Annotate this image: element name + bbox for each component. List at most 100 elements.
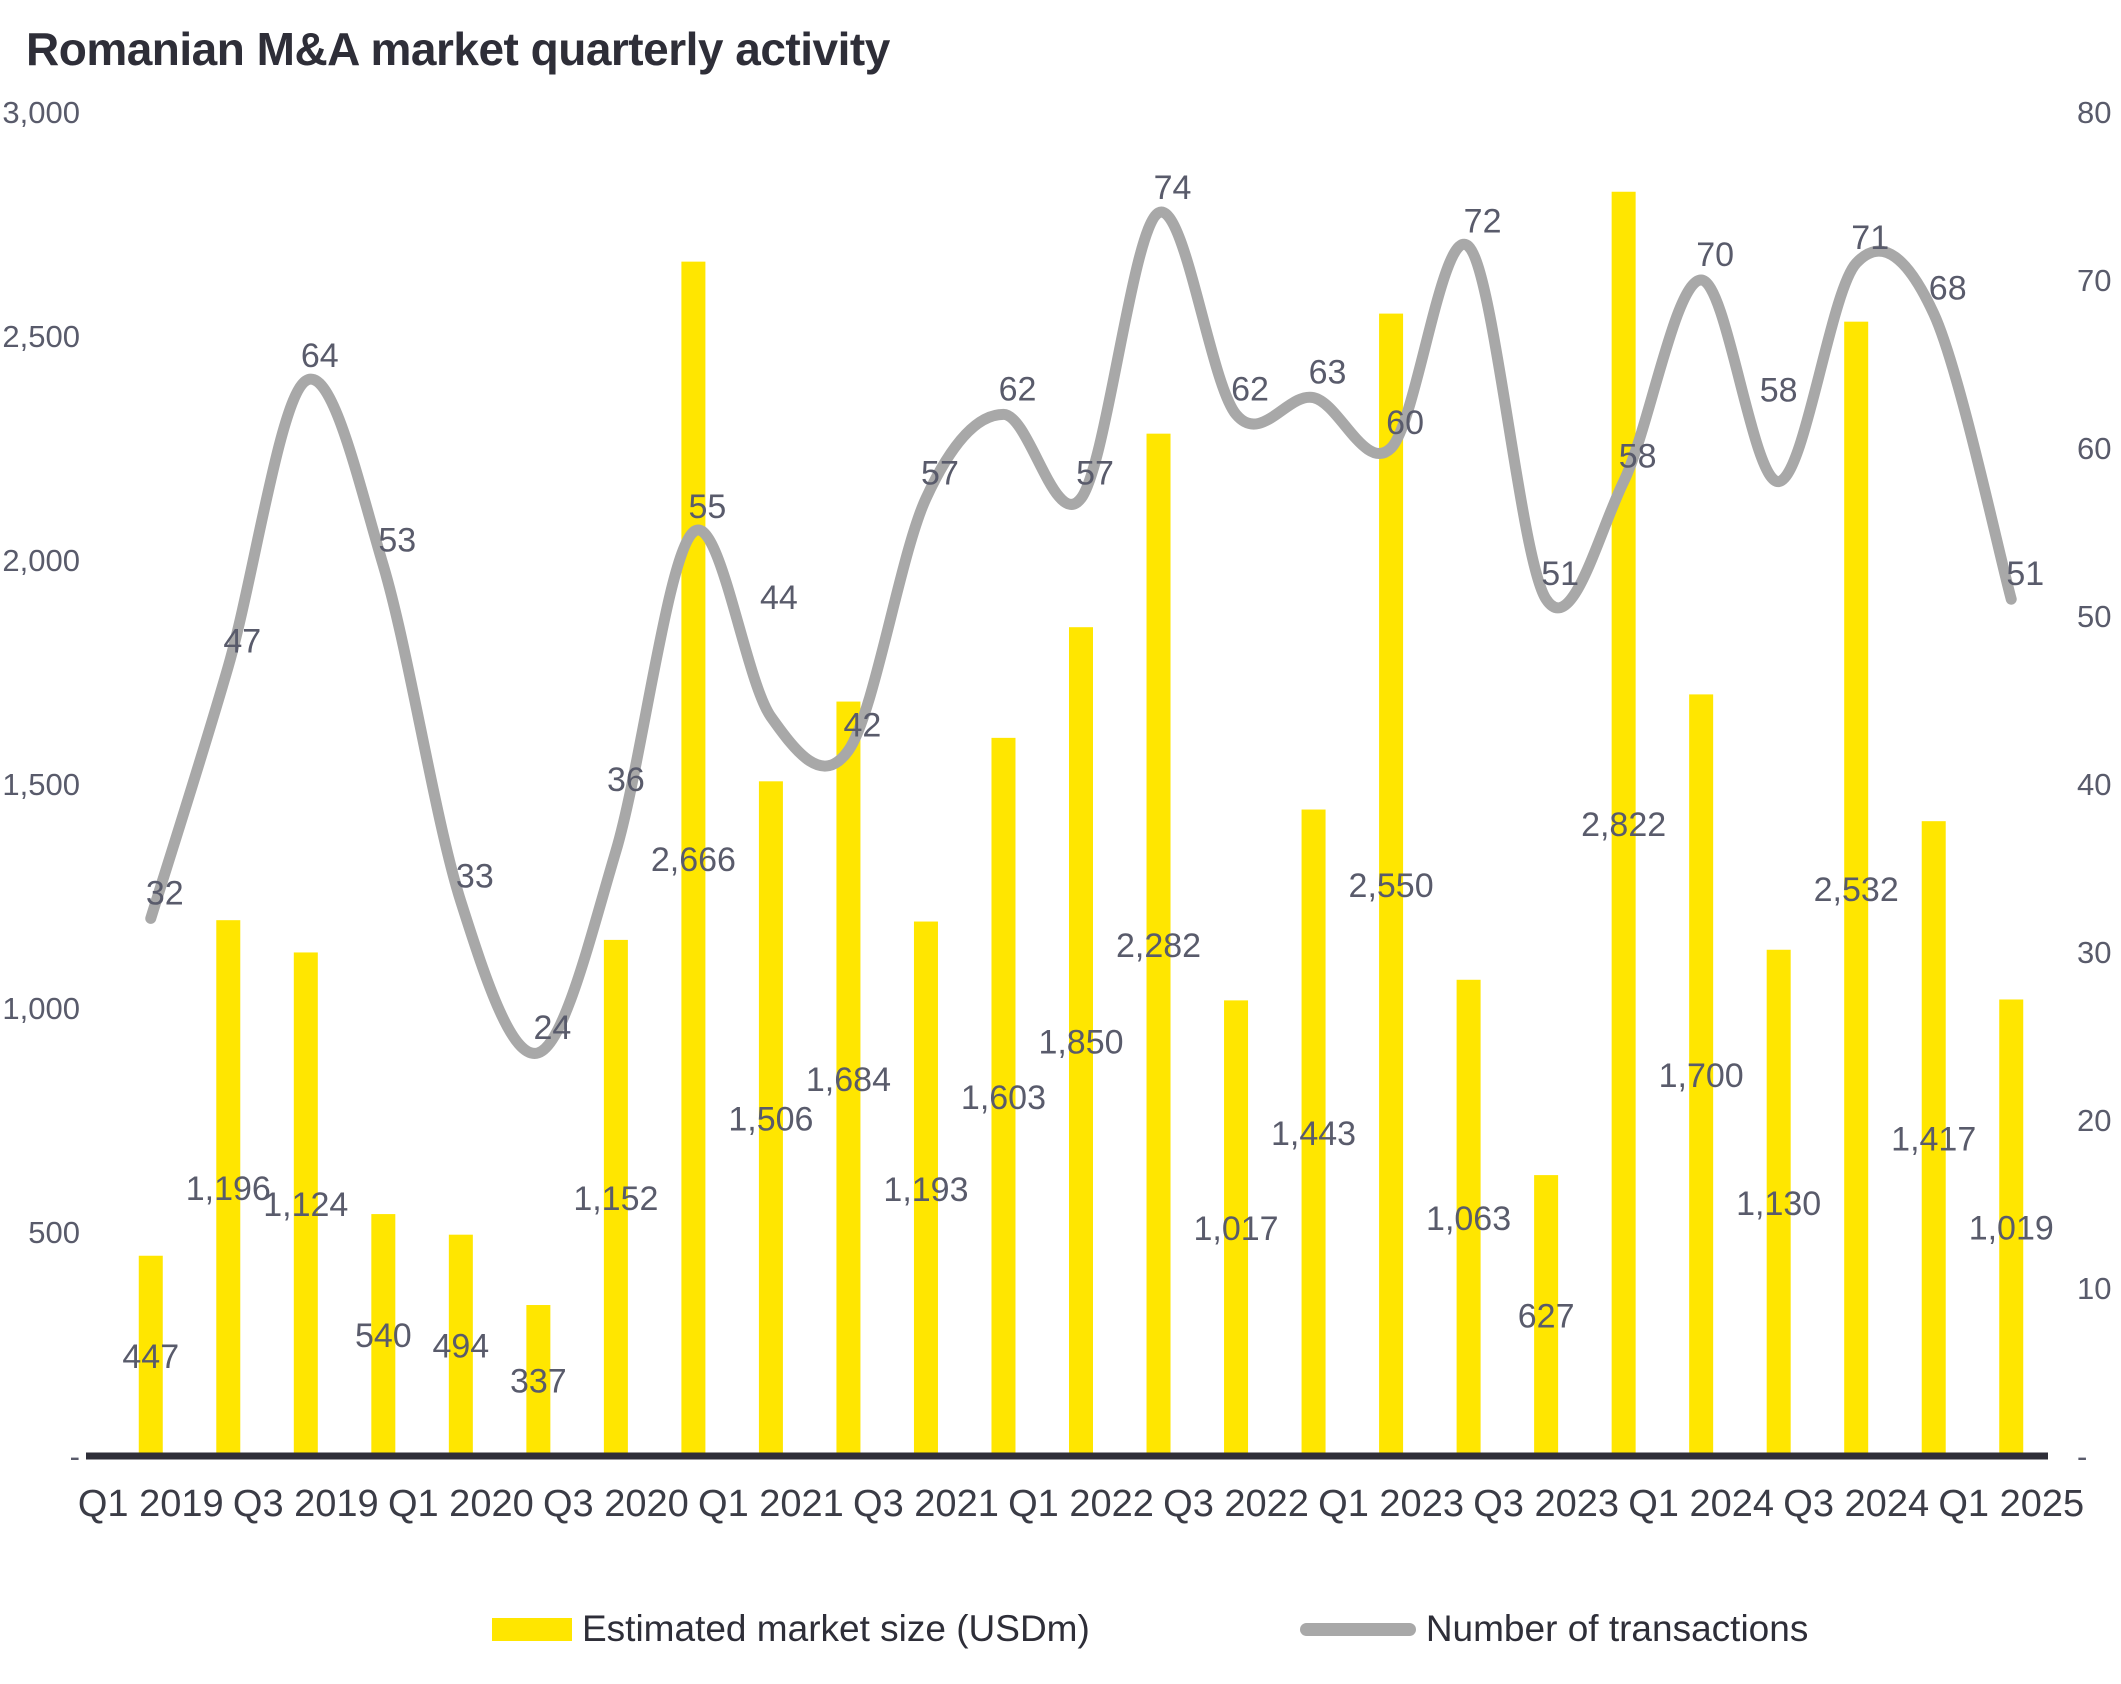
line-label-q4-2023: 58 bbox=[1619, 438, 1657, 476]
y-right-tick-20: 20 bbox=[2077, 1103, 2111, 1138]
bar-q1-2024 bbox=[1689, 694, 1714, 1459]
bar-q3-2022 bbox=[1224, 1000, 1249, 1459]
bar-label-q1-2019: 447 bbox=[122, 1338, 179, 1376]
y-left-tick-0: - bbox=[70, 1439, 80, 1474]
bar-label-q3-2020: 1,152 bbox=[573, 1180, 658, 1218]
x-tick-q3-2021: Q3 2021 bbox=[853, 1483, 999, 1525]
bar-q3-2023 bbox=[1534, 1175, 1559, 1459]
x-tick-q3-2023: Q3 2023 bbox=[1473, 1483, 1619, 1525]
line-label-q3-2019: 64 bbox=[301, 337, 339, 375]
legend-bar-swatch bbox=[492, 1617, 572, 1641]
bar-q3-2020 bbox=[603, 939, 628, 1459]
line-label-q2-2020: 24 bbox=[533, 1009, 571, 1047]
x-tick-q3-2020: Q3 2020 bbox=[543, 1483, 689, 1525]
bar-label-q2-2023: 1,063 bbox=[1426, 1200, 1511, 1238]
bar-q4-2024 bbox=[1921, 821, 1946, 1459]
bar-q2-2023 bbox=[1456, 979, 1481, 1459]
bar-label-q3-2019: 1,124 bbox=[263, 1186, 348, 1224]
y-left-tick-1000: 1,000 bbox=[2, 991, 80, 1026]
bar-label-q4-2024: 1,417 bbox=[1891, 1121, 1976, 1159]
bar-q1-2025 bbox=[1999, 999, 2024, 1459]
x-tick-q1-2019: Q1 2019 bbox=[78, 1483, 224, 1525]
line-label-q4-2021: 62 bbox=[999, 370, 1037, 408]
line-label-q3-2024: 71 bbox=[1851, 219, 1889, 257]
x-tick-q3-2024: Q3 2024 bbox=[1783, 1483, 1929, 1525]
x-tick-q1-2024: Q1 2024 bbox=[1628, 1483, 1774, 1525]
bar-label-q2-2020: 337 bbox=[510, 1363, 567, 1401]
bar-q1-2022 bbox=[1069, 627, 1093, 1459]
bar-q1-2023 bbox=[1379, 313, 1404, 1460]
line-label-q3-2022: 62 bbox=[1231, 370, 1269, 408]
bar-q2-2019 bbox=[216, 920, 241, 1459]
x-tick-q1-2023: Q1 2023 bbox=[1318, 1483, 1464, 1525]
bar-q4-2022 bbox=[1301, 809, 1326, 1459]
legend-item-transactions: Number of transactions bbox=[1299, 1608, 1809, 1650]
bar-q4-2021 bbox=[991, 737, 1016, 1459]
bar-label-q3-2024: 2,532 bbox=[1814, 871, 1899, 909]
line-label-q2-2021: 42 bbox=[844, 706, 882, 744]
line-label-q2-2019: 47 bbox=[223, 622, 261, 660]
bar-q1-2021 bbox=[758, 781, 783, 1459]
y-right-tick-40: 40 bbox=[2077, 767, 2111, 802]
bar-q2-2024 bbox=[1766, 949, 1791, 1459]
y-left-tick-2000: 2,000 bbox=[2, 543, 80, 578]
x-tick-q1-2025: Q1 2025 bbox=[1938, 1483, 2084, 1525]
line-label-q4-2020: 55 bbox=[688, 488, 726, 526]
y-left-tick-1500: 1,500 bbox=[2, 767, 80, 802]
y-left-tick-3000: 3,000 bbox=[2, 95, 80, 130]
line-label-q3-2020: 36 bbox=[607, 761, 645, 799]
bar-q3-2019 bbox=[293, 952, 318, 1459]
bar-label-q2-2022: 2,282 bbox=[1116, 927, 1201, 965]
bar-q1-2020 bbox=[448, 1234, 473, 1459]
bar-q4-2020 bbox=[681, 261, 706, 1460]
line-label-q2-2023: 72 bbox=[1464, 202, 1502, 240]
bar-label-q4-2020: 2,666 bbox=[651, 841, 736, 879]
legend-line-swatch bbox=[1299, 1622, 1416, 1636]
bar-label-q1-2024: 1,700 bbox=[1659, 1057, 1744, 1095]
y-right-tick-10: 10 bbox=[2077, 1271, 2111, 1306]
y-right-tick-70: 70 bbox=[2077, 263, 2111, 298]
y-left-tick-500: 500 bbox=[28, 1215, 80, 1250]
y-right-tick-0: - bbox=[2077, 1439, 2087, 1474]
bar-q2-2020 bbox=[526, 1305, 551, 1459]
bar-label-q4-2022: 1,443 bbox=[1271, 1115, 1356, 1153]
legend-item-market-size: Estimated market size (USDm) bbox=[492, 1608, 1090, 1650]
line-label-q1-2020: 33 bbox=[456, 858, 494, 896]
line-label-q3-2021: 57 bbox=[921, 454, 959, 492]
x-tick-q1-2022: Q1 2022 bbox=[1008, 1483, 1154, 1525]
bar-label-q2-2021: 1,684 bbox=[806, 1061, 891, 1099]
legend-line-label: Number of transactions bbox=[1425, 1608, 1809, 1649]
line-label-q4-2019: 53 bbox=[378, 522, 416, 560]
y-left-tick-2500: 2,500 bbox=[2, 319, 80, 354]
line-label-q3-2023: 51 bbox=[1541, 555, 1579, 593]
y-right-tick-80: 80 bbox=[2077, 95, 2111, 130]
bar-q3-2021 bbox=[913, 921, 938, 1459]
line-label-q1-2025: 51 bbox=[2006, 555, 2044, 593]
chart-title: Romanian M&A market quarterly activity bbox=[26, 23, 890, 75]
line-label-q2-2022: 74 bbox=[1154, 169, 1192, 207]
bar-q1-2019 bbox=[138, 1255, 163, 1459]
x-tick-q1-2021: Q1 2021 bbox=[698, 1483, 844, 1525]
bar-label-q1-2022: 1,850 bbox=[1038, 1024, 1123, 1062]
bar-label-q3-2021: 1,193 bbox=[883, 1171, 968, 1209]
line-label-q1-2024: 70 bbox=[1696, 236, 1734, 274]
line-label-q2-2024: 58 bbox=[1760, 372, 1798, 410]
bar-label-q1-2020: 494 bbox=[432, 1327, 489, 1365]
line-label-q1-2023: 60 bbox=[1386, 404, 1424, 442]
bar-q3-2024 bbox=[1844, 321, 1869, 1459]
bar-label-q2-2024: 1,130 bbox=[1736, 1185, 1821, 1223]
line-label-q4-2022: 63 bbox=[1309, 354, 1347, 392]
bar-q2-2021 bbox=[836, 701, 861, 1459]
transactions-line bbox=[145, 206, 2017, 1059]
bar-label-q1-2025: 1,019 bbox=[1969, 1210, 2054, 1248]
bar-label-q3-2022: 1,017 bbox=[1193, 1210, 1278, 1248]
y-right-tick-30: 30 bbox=[2077, 935, 2111, 970]
legend: Estimated market size (USDm) Number of t… bbox=[492, 1608, 1808, 1650]
x-tick-q1-2020: Q1 2020 bbox=[388, 1483, 534, 1525]
line-label-q4-2024: 68 bbox=[1929, 270, 1967, 308]
line-label-q1-2019: 32 bbox=[146, 874, 184, 912]
bar-label-q3-2023: 627 bbox=[1518, 1298, 1575, 1336]
bar-label-q1-2023: 2,550 bbox=[1349, 867, 1434, 905]
